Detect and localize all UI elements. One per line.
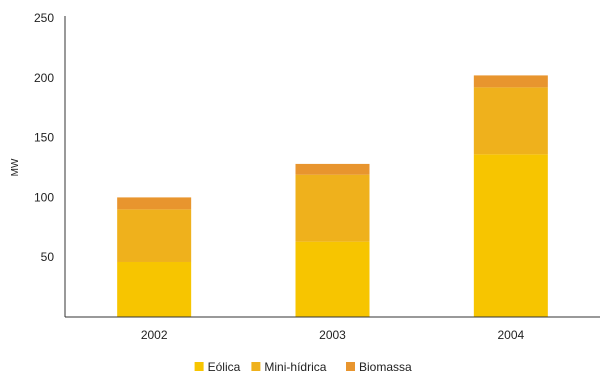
y-axis-title: MW bbox=[10, 158, 21, 176]
legend-swatch bbox=[194, 362, 204, 371]
x-tick-label: 2003 bbox=[319, 328, 346, 342]
y-tick-label: 200 bbox=[34, 71, 54, 85]
y-tick-label: 100 bbox=[34, 190, 54, 204]
bar-segment bbox=[295, 241, 370, 317]
legend-label: Eólica bbox=[208, 360, 241, 374]
x-axis-labels: 2002 2003 2004 bbox=[141, 328, 525, 342]
x-tick-label: 2002 bbox=[141, 328, 168, 342]
bar-segment bbox=[473, 87, 548, 155]
x-tick-label: 2004 bbox=[497, 328, 524, 342]
y-tick-label: 50 bbox=[41, 250, 55, 264]
bar-segment bbox=[117, 209, 192, 262]
legend-label: Mini-hídrica bbox=[264, 360, 326, 374]
legend-swatch bbox=[251, 362, 261, 371]
y-tick-label: 150 bbox=[34, 131, 54, 145]
y-tick-label: 250 bbox=[34, 11, 54, 25]
legend: Eólica Mini-hídrica Biomassa bbox=[194, 360, 412, 374]
bar-segment bbox=[117, 197, 192, 210]
bar-segment bbox=[473, 75, 548, 88]
bar-segment bbox=[473, 154, 548, 317]
bar-segment bbox=[295, 163, 370, 175]
legend-label: Biomassa bbox=[359, 360, 412, 374]
legend-swatch bbox=[346, 362, 355, 371]
bar-segment bbox=[295, 174, 370, 242]
y-axis-ticks: 50 100 150 200 250 bbox=[34, 11, 54, 264]
bar-segment bbox=[117, 261, 192, 317]
bars bbox=[117, 75, 548, 317]
